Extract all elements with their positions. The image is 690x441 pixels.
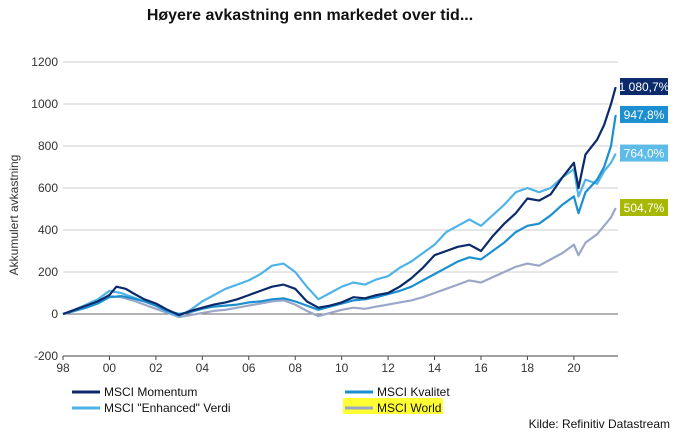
x-tick-label: 06 bbox=[242, 361, 256, 375]
y-tick-label: 600 bbox=[38, 181, 58, 195]
end-label-box bbox=[620, 105, 668, 123]
legend-label: MSCI Momentum bbox=[104, 385, 197, 399]
end-labels: 1 080,7% 764,0% 947,8% 504,7% bbox=[619, 78, 670, 217]
legend: MSCI Momentum MSCI "Enhanced" Verdi MSCI K… bbox=[72, 385, 450, 415]
x-tick-label: 98 bbox=[56, 361, 70, 375]
x-tick-label: 12 bbox=[381, 361, 395, 375]
legend-highlight bbox=[343, 398, 443, 414]
y-tick-label: 1200 bbox=[31, 55, 58, 69]
y-tick-label: 400 bbox=[38, 223, 58, 237]
series-line bbox=[62, 86, 617, 317]
x-tick-label: 10 bbox=[335, 361, 349, 375]
x-tick-label: 16 bbox=[474, 361, 488, 375]
source-note: Kilde: Refinitiv Datastream bbox=[529, 417, 670, 431]
y-tick-label: 1000 bbox=[31, 97, 58, 111]
end-label-text: 1 080,7% bbox=[619, 80, 670, 94]
end-label-box bbox=[620, 144, 668, 162]
y-tick-label: 200 bbox=[38, 265, 58, 279]
y-axis-label: Akkumulert avkastning bbox=[7, 155, 21, 276]
end-label-text: 947,8% bbox=[624, 108, 665, 122]
series-line bbox=[62, 114, 617, 316]
gridlines bbox=[63, 61, 618, 357]
end-label-box bbox=[620, 78, 668, 96]
legend-label: MSCI World bbox=[377, 401, 441, 415]
y-axis-ticks: -200 0 200 400 600 800 1000 1200 bbox=[31, 55, 58, 363]
series-lines bbox=[62, 86, 617, 319]
x-tick-label: 00 bbox=[103, 361, 117, 375]
x-tick-label: 02 bbox=[149, 361, 163, 375]
series-line bbox=[62, 207, 617, 319]
x-tick-label: 04 bbox=[196, 361, 210, 375]
end-label-text: 764,0% bbox=[624, 147, 665, 161]
x-axis-ticks: 98 00 02 04 06 08 10 12 14 16 18 20 bbox=[56, 356, 581, 375]
x-tick-label: 08 bbox=[289, 361, 303, 375]
end-label-text: 504,7% bbox=[624, 201, 665, 215]
y-tick-label: -200 bbox=[34, 349, 58, 363]
x-tick-label: 14 bbox=[428, 361, 442, 375]
series-line bbox=[62, 153, 617, 318]
y-tick-label: 800 bbox=[38, 139, 58, 153]
chart-title: Høyere avkastning enn markedet over tid.… bbox=[147, 7, 473, 24]
x-tick-label: 18 bbox=[521, 361, 535, 375]
legend-label: MSCI Kvalitet bbox=[377, 385, 450, 399]
x-tick-label: 20 bbox=[567, 361, 581, 375]
end-label-box bbox=[620, 199, 668, 217]
legend-label: MSCI "Enhanced" Verdi bbox=[104, 401, 231, 415]
y-tick-label: 0 bbox=[51, 307, 58, 321]
